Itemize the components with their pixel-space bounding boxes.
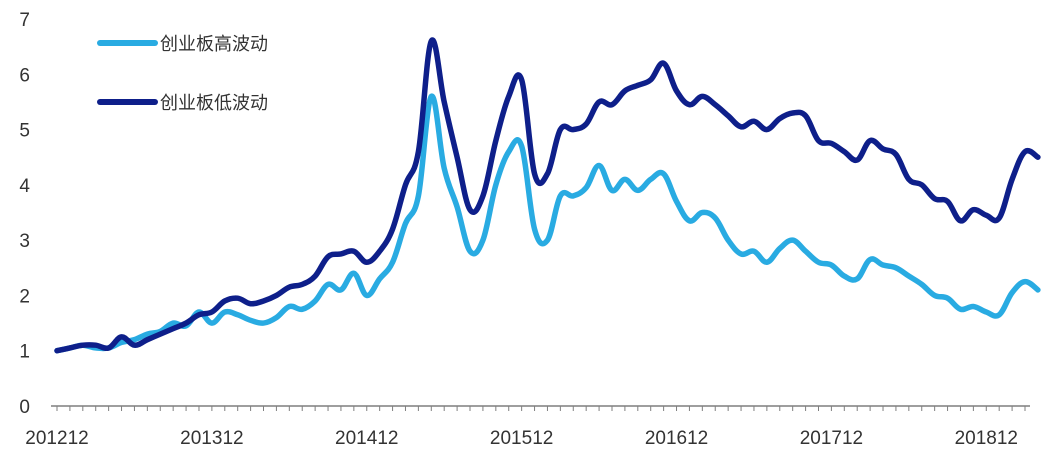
x-tick-label: 201412 bbox=[335, 428, 398, 449]
y-tick-label: 2 bbox=[19, 286, 30, 307]
y-tick-label: 4 bbox=[19, 176, 30, 197]
series-line-high-volatility bbox=[54, 93, 1041, 354]
y-tick-label: 6 bbox=[19, 65, 30, 86]
x-tick-label: 201512 bbox=[490, 428, 553, 449]
y-tick-label: 1 bbox=[19, 342, 30, 363]
x-tick-label: 201212 bbox=[25, 428, 88, 449]
legend-label: 创业板低波动 bbox=[160, 93, 268, 114]
series-layer bbox=[54, 37, 1041, 354]
series-line-low-volatility bbox=[54, 37, 1041, 354]
y-tick-label: 3 bbox=[19, 231, 30, 252]
x-tick-label: 201312 bbox=[180, 428, 243, 449]
y-tick-label: 0 bbox=[19, 397, 30, 418]
y-tick-label: 5 bbox=[19, 121, 30, 142]
y-tick-label: 7 bbox=[19, 10, 30, 31]
axes: 0 1 2 3 4 5 6 7 201212 201312 201412 201512 201612 20… bbox=[19, 10, 1030, 449]
x-tick-label: 201712 bbox=[800, 428, 863, 449]
legend-label: 创业板高波动 bbox=[160, 34, 268, 55]
x-tick-label: 201812 bbox=[955, 428, 1018, 449]
x-tick-label: 201612 bbox=[645, 428, 708, 449]
